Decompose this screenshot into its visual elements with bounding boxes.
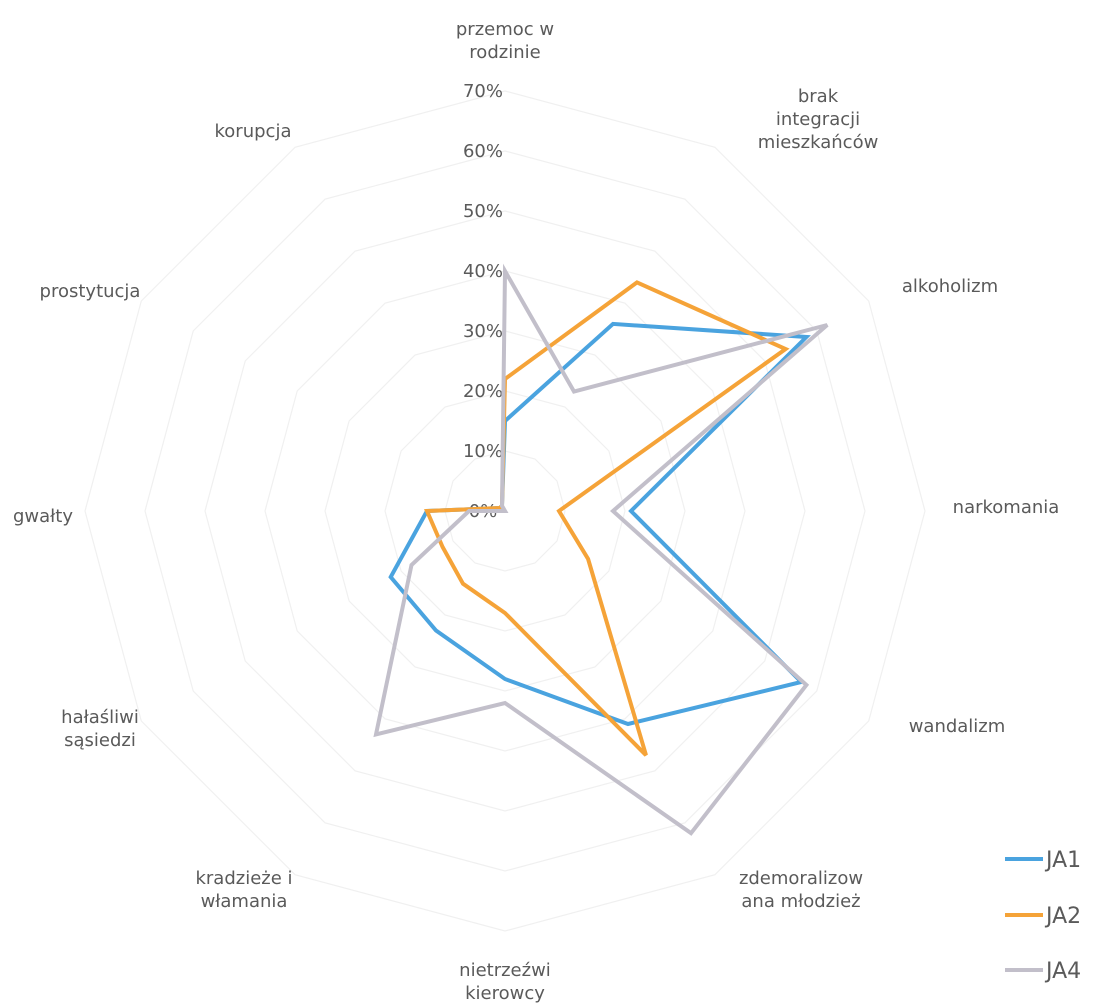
tick-label: 20% [463, 381, 503, 402]
category-label: nietrzeźwi kierowcy [459, 960, 551, 1004]
category-label: zdemoralizow ana młodzież [739, 868, 863, 912]
grid-ring [324, 330, 686, 692]
category-label: przemoc w rodzinie [456, 19, 554, 63]
legend: JA1 JA2 JA4 [1005, 848, 1081, 984]
category-label: gwałty [13, 506, 73, 527]
category-label: korupcja [215, 121, 292, 142]
legend-label: JA1 [1044, 848, 1081, 873]
tick-label: 60% [463, 141, 503, 162]
tick-label: 40% [463, 261, 503, 282]
series-lines [373, 263, 829, 836]
legend-label: JA4 [1044, 959, 1081, 984]
radar-grid [84, 90, 926, 932]
series-line-ja4 [373, 263, 829, 836]
legend-label: JA2 [1044, 904, 1081, 929]
tick-label: 30% [463, 321, 503, 342]
category-label: kradzieże i włamania [195, 868, 292, 912]
grid-ring [204, 210, 806, 812]
category-label: alkoholizm [902, 276, 998, 297]
category-label: brak integracji mieszkańców [758, 86, 879, 153]
category-label: wandalizm [909, 716, 1006, 737]
series-line-ja2 [424, 280, 790, 757]
category-labels: przemoc w rodzinie brak integracji mieszkańc… [13, 19, 1059, 1004]
tick-label: 50% [463, 201, 503, 222]
tick-label: 10% [463, 441, 503, 462]
category-label: prostytucja [40, 281, 141, 302]
category-label: hałaśliwi sąsiedzi [61, 707, 139, 751]
radial-axis-ticks: 0%10%20%30%40%50%60%70% [463, 81, 503, 522]
category-label: narkomania [953, 497, 1060, 518]
grid-ring [84, 90, 926, 932]
tick-label: 70% [463, 81, 503, 102]
grid-ring [384, 390, 626, 632]
grid-ring [444, 450, 566, 572]
grid-ring [144, 150, 866, 872]
grid-ring [264, 270, 746, 752]
